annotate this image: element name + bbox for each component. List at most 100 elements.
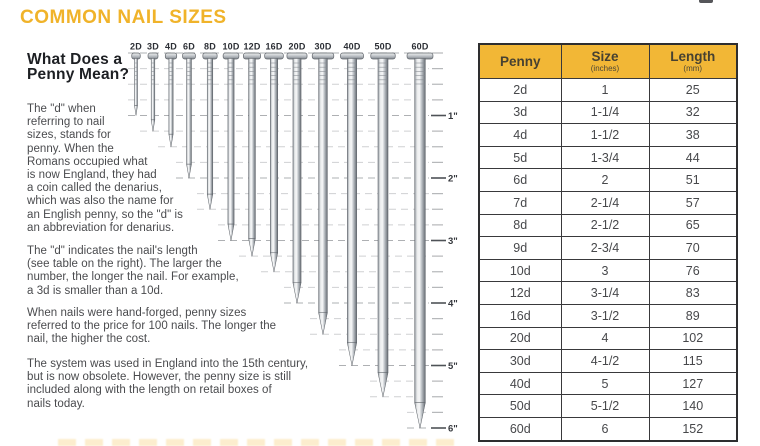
nail-label: 6D (183, 42, 195, 52)
nail-tip (206, 193, 214, 210)
table-row: 7d 2-1/4 57 (478, 190, 738, 215)
length-cell: 89 (648, 303, 738, 328)
header-size: Size (inches) (560, 43, 650, 79)
size-cell: 1-1/2 (560, 123, 650, 147)
nail-size-table: Penny Size (inches) Length (mm) 2d 1 25 3d 1… (478, 43, 738, 442)
size-cell: 3-1/2 (560, 303, 650, 328)
cutoff-top-right-mark (699, 0, 713, 3)
penny-cell: 7d (478, 190, 562, 215)
nail-label: 12D (243, 42, 260, 52)
nail-shaft (134, 58, 138, 106)
nail-tip (186, 163, 192, 179)
ruler-label: 5" (448, 361, 458, 372)
table-row: 8d 2-1/2 65 (478, 213, 738, 238)
nail-6d: 6D (182, 42, 196, 179)
ruler-label: 1" (448, 111, 458, 122)
nail-tip (377, 372, 389, 397)
penny-cell: 40d (478, 371, 562, 396)
header-length-label: Length (670, 49, 716, 64)
nail-12d: 12D (243, 42, 261, 257)
header-size-sub: (inches) (590, 64, 620, 73)
nail-tip (269, 252, 279, 272)
nail-shaft (206, 58, 214, 195)
penny-cell: 60d (478, 416, 562, 442)
size-cell: 4-1/2 (560, 349, 650, 373)
size-cell: 5-1/2 (560, 394, 650, 418)
header-size-label: Size (591, 49, 619, 64)
nail-head (202, 52, 218, 60)
nail-tip (414, 402, 426, 429)
nail-tip (346, 342, 358, 366)
table-body: 2d 1 25 3d 1-1/4 32 4d 1-1/2 38 5d 1-3/4 44 6d 2 51 7d 2… (478, 78, 738, 442)
intro-heading: What Does a Penny Mean? (27, 51, 130, 83)
table-row: 12d 3-1/4 83 (478, 281, 738, 305)
nail-label: 20D (288, 42, 305, 52)
nail-shaft (414, 58, 426, 403)
nail-label: 40D (343, 42, 360, 52)
penny-cell: 6d (478, 168, 562, 192)
table-row: 5d 1-3/4 44 (478, 145, 738, 170)
nail-label: 60D (411, 42, 428, 52)
nail-head (264, 52, 284, 60)
size-cell: 4 (560, 326, 650, 351)
table-row: 4d 1-1/2 38 (478, 123, 738, 147)
nail-head (286, 52, 308, 60)
ruler-label: 6" (448, 424, 458, 435)
nail-head (131, 52, 141, 60)
length-cell: 76 (648, 258, 738, 283)
length-cell: 70 (648, 236, 738, 260)
table-row: 60d 6 152 (478, 416, 738, 442)
length-cell: 83 (648, 281, 738, 305)
table-row: 10d 3 76 (478, 258, 738, 283)
length-cell: 152 (648, 416, 738, 442)
penny-cell: 2d (478, 78, 562, 102)
length-cell: 57 (648, 190, 738, 215)
ruler-label: 4" (448, 299, 458, 310)
penny-cell: 16d (478, 303, 562, 328)
nail-head (164, 52, 178, 60)
nail-8d: 8D (202, 42, 218, 210)
nail-label: 3D (147, 42, 159, 52)
nail-tip (318, 312, 328, 335)
penny-cell: 20d (478, 326, 562, 351)
nail-shaft (248, 58, 256, 239)
penny-cell: 12d (478, 281, 562, 305)
header-length: Length (mm) (648, 43, 738, 79)
nail-30d: 30D (311, 42, 335, 335)
next-section-heading-cutoff (58, 439, 458, 446)
header-penny-label: Penny (499, 53, 541, 69)
penny-cell: 8d (478, 213, 562, 238)
page-title: COMMON NAIL SIZES (20, 7, 227, 28)
nail-label: 50D (374, 42, 391, 52)
penny-cell: 30d (478, 349, 562, 373)
ruler-label: 2" (448, 174, 458, 185)
nail-16d: 16D (264, 42, 284, 272)
table-row: 20d 4 102 (478, 326, 738, 351)
table-row: 9d 2-3/4 70 (478, 236, 738, 260)
header-penny: Penny (478, 43, 562, 79)
nail-tip (150, 119, 156, 132)
nail-head (340, 52, 364, 60)
penny-cell: 9d (478, 236, 562, 260)
nail-tip (227, 223, 235, 241)
table-row: 3d 1-1/4 32 (478, 100, 738, 125)
nail-head (147, 52, 159, 60)
penny-cell: 4d (478, 123, 562, 147)
nail-shaft (347, 58, 357, 343)
nail-shaft (270, 58, 278, 254)
nail-shaft (186, 58, 192, 165)
nail-tip (248, 238, 256, 257)
nail-20d: 20D (286, 42, 308, 304)
nail-head (182, 52, 196, 60)
table-row: 16d 3-1/2 89 (478, 303, 738, 328)
intro-paragraph-3: When nails were hand-forged, penny sizes… (27, 307, 277, 346)
nail-label: 2D (130, 42, 142, 52)
table-row: 2d 1 25 (478, 78, 738, 102)
size-cell: 3 (560, 258, 650, 283)
nail-tip (168, 133, 174, 147)
size-cell: 1-1/4 (560, 100, 650, 125)
nail-shaft (318, 58, 328, 313)
penny-cell: 50d (478, 394, 562, 418)
size-cell: 5 (560, 371, 650, 396)
intro-paragraph-2: The "d" indicates the nail's length (see… (27, 245, 239, 297)
